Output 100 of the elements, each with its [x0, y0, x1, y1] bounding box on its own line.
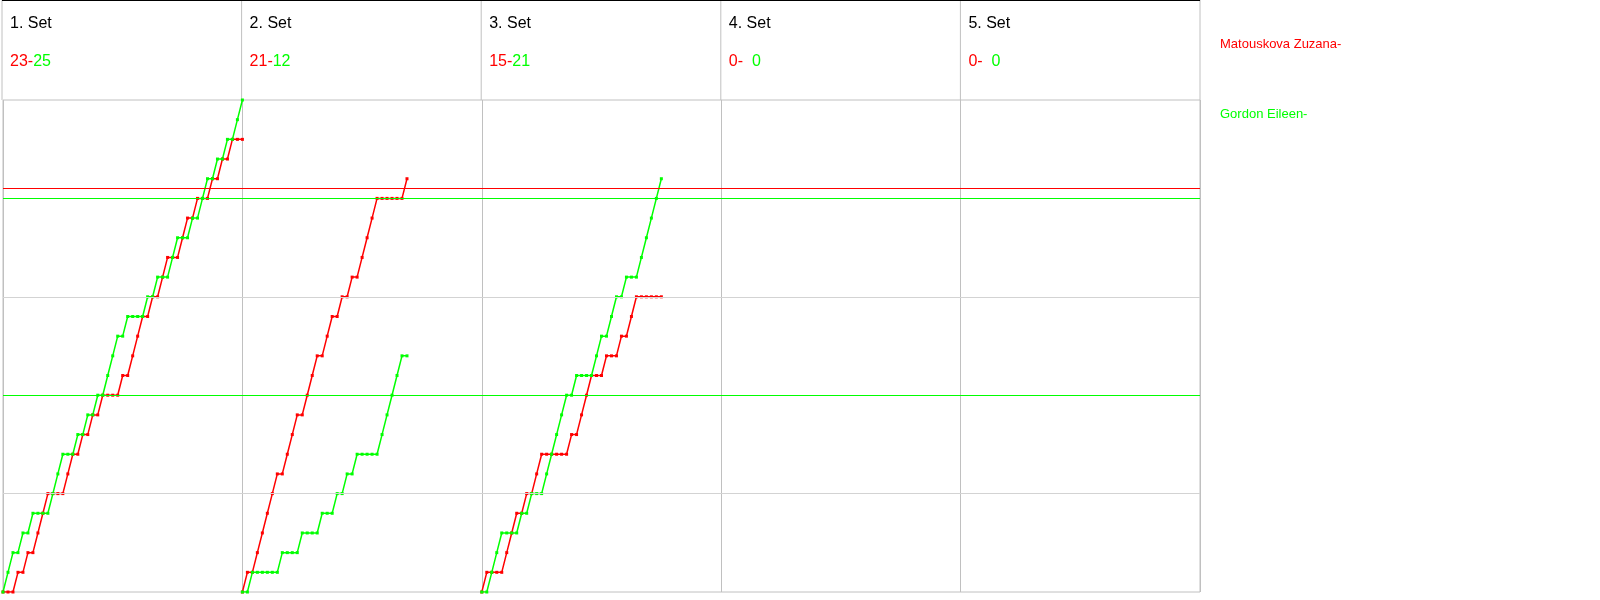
point — [96, 413, 100, 417]
point — [215, 157, 219, 161]
point — [76, 452, 80, 456]
point — [505, 551, 509, 555]
point — [26, 531, 30, 535]
point — [76, 433, 80, 437]
point — [156, 275, 160, 279]
point — [380, 433, 384, 437]
point — [325, 334, 329, 338]
point — [485, 590, 489, 594]
point — [315, 531, 319, 535]
point — [335, 314, 339, 318]
point — [245, 570, 249, 574]
text: 15-21 — [489, 51, 531, 69]
point — [330, 314, 334, 318]
point — [600, 334, 603, 338]
point — [350, 275, 354, 279]
point — [565, 452, 569, 456]
point — [624, 275, 628, 279]
point — [604, 354, 608, 358]
point — [515, 531, 519, 535]
point — [370, 452, 374, 456]
point — [196, 216, 200, 220]
point — [205, 177, 209, 181]
point — [280, 472, 284, 476]
point — [131, 354, 135, 358]
point — [16, 570, 20, 574]
point — [131, 314, 135, 318]
point — [535, 472, 539, 476]
text: 3. Set — [489, 13, 532, 31]
point — [255, 570, 259, 574]
point — [629, 314, 633, 318]
text: Matouskova Zuzana- — [1220, 36, 1342, 53]
point — [121, 374, 125, 378]
point — [265, 511, 269, 515]
point — [515, 511, 519, 515]
text: 1. Set — [10, 13, 53, 31]
point — [126, 314, 130, 318]
point — [290, 551, 294, 555]
point — [575, 374, 579, 378]
point — [186, 216, 190, 220]
point — [345, 472, 349, 476]
point — [649, 216, 653, 220]
point — [116, 334, 120, 338]
point — [629, 275, 633, 279]
point — [330, 511, 334, 515]
point — [46, 511, 50, 515]
point — [310, 374, 314, 378]
text: 21-12 — [249, 51, 291, 69]
point — [11, 551, 15, 555]
point — [560, 413, 564, 417]
point — [370, 216, 374, 220]
point — [300, 413, 304, 417]
point — [619, 334, 623, 338]
point — [560, 452, 564, 456]
point — [375, 452, 379, 456]
point — [106, 374, 110, 378]
point — [86, 413, 90, 417]
point — [295, 551, 299, 555]
point — [555, 433, 559, 437]
point — [6, 590, 10, 594]
point — [570, 433, 574, 437]
point — [235, 137, 239, 141]
point — [280, 551, 284, 555]
point — [136, 314, 140, 318]
point — [215, 177, 219, 181]
point — [355, 275, 359, 279]
point — [325, 511, 329, 515]
point — [315, 354, 319, 358]
point — [126, 374, 130, 378]
point — [270, 570, 274, 574]
point — [500, 531, 504, 535]
point — [495, 570, 499, 574]
point — [121, 334, 125, 338]
point — [225, 157, 229, 161]
point — [166, 275, 170, 279]
point — [285, 452, 289, 456]
point — [595, 354, 599, 358]
point — [360, 452, 364, 456]
text: 4. Set — [728, 13, 772, 31]
text: 0- 0 — [968, 51, 1001, 69]
point — [545, 452, 549, 456]
point — [545, 472, 549, 476]
point — [300, 531, 304, 535]
point — [385, 413, 389, 417]
point — [320, 511, 324, 515]
point — [66, 452, 70, 456]
point — [395, 374, 399, 378]
point — [580, 374, 584, 378]
text: 2. Set — [249, 13, 292, 31]
point — [21, 531, 25, 535]
point — [66, 472, 70, 476]
point — [225, 137, 229, 141]
point — [275, 570, 279, 574]
point — [350, 472, 354, 476]
point — [659, 177, 663, 181]
point — [505, 531, 509, 535]
point — [360, 255, 364, 259]
text: 0- 0 — [728, 51, 761, 69]
point — [240, 98, 244, 102]
